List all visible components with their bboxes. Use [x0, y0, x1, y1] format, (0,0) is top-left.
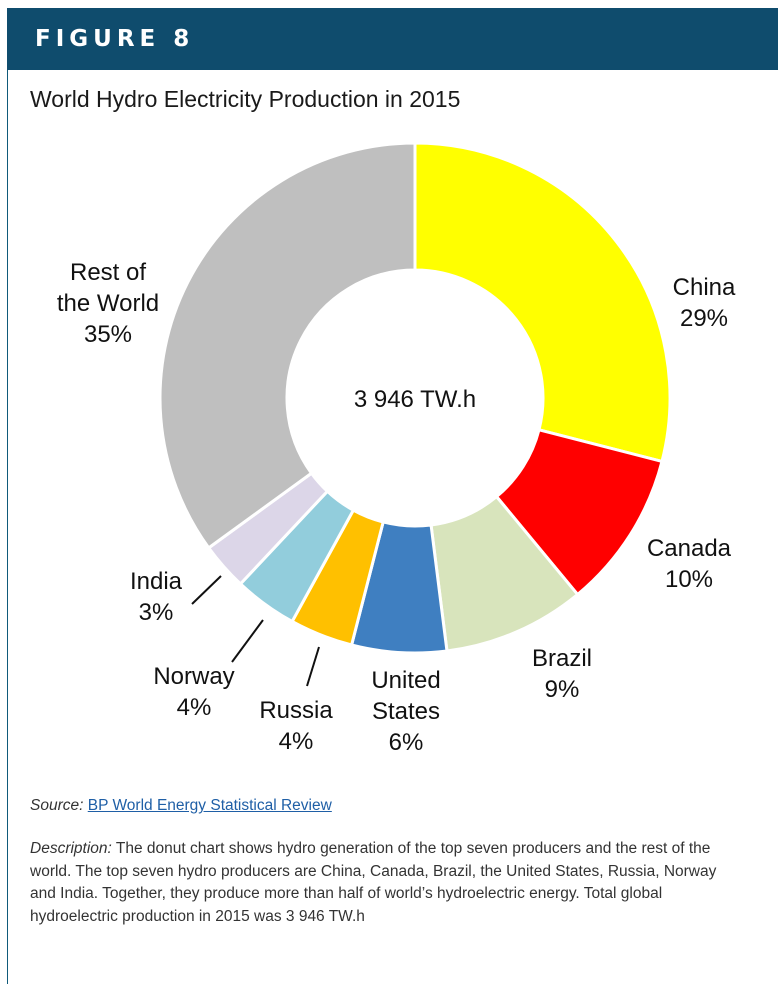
slice-rest-of-the-world: [158, 141, 417, 550]
description-text: The donut chart shows hydro generation o…: [30, 840, 717, 925]
figure-header: FIGURE 8: [7, 8, 778, 70]
leader-line-russia: [306, 646, 320, 687]
description: Description: The donut chart shows hydro…: [30, 838, 745, 928]
center-total-label: 3 946 TW.h: [354, 386, 476, 413]
source-label: Source:: [30, 797, 84, 814]
slice-label-china: China 29%: [673, 274, 736, 332]
slice-label-rest-of-the-world: Rest of the World 35%: [57, 259, 159, 348]
slice-label-india: India 3%: [130, 568, 183, 626]
leader-line-india: [191, 575, 222, 605]
slice-label-canada: Canada 10%: [647, 535, 732, 593]
description-label: Description:: [30, 840, 112, 857]
source-link[interactable]: BP World Energy Statistical Review: [87, 797, 332, 814]
figure-frame: [7, 8, 777, 984]
slice-label-russia: Russia 4%: [259, 697, 333, 755]
figure-number: FIGURE 8: [35, 26, 195, 52]
leader-line-norway: [231, 619, 264, 663]
chart-title: World Hydro Electricity Production in 20…: [30, 86, 461, 112]
slice-china: [413, 141, 672, 464]
slice-label-united-states: United States 6%: [371, 667, 440, 756]
slice-label-norway: Norway 4%: [153, 663, 234, 721]
donut-chart: China 29% Canada 10% Brazil 9% United States 6% R…: [57, 141, 736, 756]
source-line: Source: BP World Energy Statistical Revi…: [30, 797, 332, 815]
slice-label-brazil: Brazil 9%: [532, 645, 592, 703]
